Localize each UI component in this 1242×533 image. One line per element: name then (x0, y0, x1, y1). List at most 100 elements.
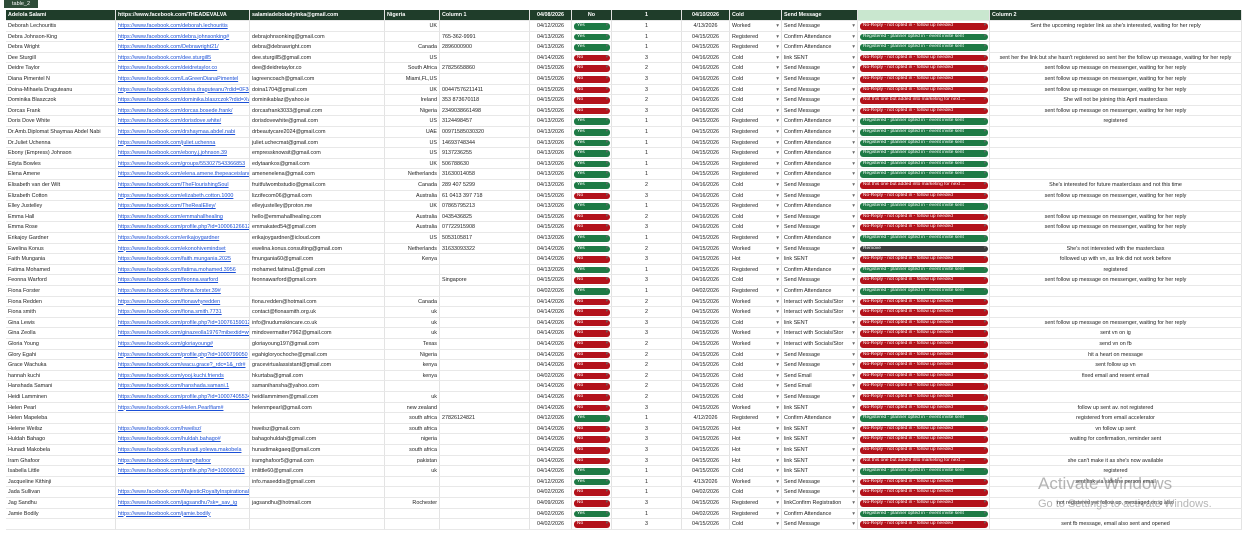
status[interactable]: Cold (730, 381, 782, 392)
status[interactable]: Cold (730, 63, 782, 74)
opted-pill[interactable]: Yes (574, 510, 610, 518)
pipeline-pill[interactable]: Not this one but added into marketing fo… (860, 97, 988, 104)
sheet-tab[interactable]: table_2 (4, 0, 39, 8)
pipeline-pill[interactable]: Registered - planner opted in - event in… (860, 203, 988, 210)
status[interactable]: Registered (730, 413, 782, 424)
action[interactable]: Send Message (782, 105, 858, 117)
facebook-url[interactable]: https://www.facebook.com/groups/55302754… (116, 158, 250, 170)
opted-pill[interactable]: No (574, 54, 610, 62)
pipeline-pill[interactable]: No-Reply - not opted in - follow up need… (860, 394, 988, 401)
facebook-url[interactable]: https://www.facebook.com/dominika.blaszc… (116, 95, 250, 106)
status[interactable]: Cold (730, 466, 782, 477)
pipeline-pill[interactable]: No-Reply - not opted in - follow up need… (860, 372, 988, 380)
status[interactable]: Registered (730, 148, 782, 159)
status[interactable]: Worked (730, 476, 782, 488)
opted-pill[interactable]: Yes (574, 266, 610, 274)
opted-pill[interactable]: No (574, 224, 610, 231)
action[interactable]: Send Message (782, 222, 858, 233)
facebook-url[interactable]: https://www.facebook.com/elena.amene.the… (116, 169, 250, 180)
status[interactable]: Hot (730, 455, 782, 467)
pipeline-pill[interactable]: Registered - planner opted in - event in… (860, 150, 988, 157)
action[interactable]: Send Message (782, 84, 858, 96)
action[interactable]: Send Message (782, 476, 858, 488)
facebook-url[interactable]: https://www.facebook.com/Helen.Pearlfiam… (116, 402, 250, 414)
action[interactable]: Confirm Attendance (782, 42, 858, 53)
header-opted[interactable]: No (572, 10, 612, 21)
opted-pill[interactable]: No (574, 309, 610, 316)
pipeline-pill[interactable]: No-Reply - not opted in - follow up need… (860, 478, 988, 486)
opted-pill[interactable]: Yes (574, 118, 610, 125)
facebook-url[interactable]: https://www.facebook.com/fionawhyredden (116, 296, 250, 308)
header-comment[interactable]: Column 2 (990, 10, 1242, 21)
status[interactable]: Registered (730, 286, 782, 297)
action[interactable]: Confirm Attendance (782, 127, 858, 138)
opted-pill[interactable]: Yes (574, 160, 610, 168)
header-facebook-url[interactable]: https://www.facebook.com/THEADEVALVA (116, 10, 250, 21)
status[interactable]: Registered (730, 127, 782, 138)
opted-pill[interactable]: No (574, 76, 610, 83)
action[interactable]: Send Message (782, 349, 858, 361)
opted-pill[interactable]: No (574, 362, 610, 369)
opted-pill[interactable]: No (574, 394, 610, 401)
pipeline-pill[interactable]: Registered - planner opted in - event in… (860, 44, 988, 51)
status[interactable]: Worked (730, 339, 782, 350)
facebook-url[interactable] (116, 476, 250, 488)
status[interactable]: Worked (730, 307, 782, 318)
pipeline-pill[interactable]: No-Reply - not opted in - follow up need… (860, 224, 988, 231)
facebook-url[interactable]: https://www.facebook.com/TheFlourishingS… (116, 180, 250, 191)
opted-pill[interactable]: No (574, 213, 610, 221)
status[interactable]: Worked (730, 402, 782, 414)
opted-pill[interactable]: Yes (574, 23, 610, 30)
header-status[interactable]: Cold (730, 10, 782, 21)
status[interactable]: Registered (730, 508, 782, 520)
status[interactable]: Registered (730, 42, 782, 53)
status[interactable]: Cold (730, 222, 782, 233)
action[interactable]: Send Message (782, 190, 858, 202)
facebook-url[interactable]: https://www.facebook.com/LaGreenDianaPim… (116, 74, 250, 85)
pipeline-pill[interactable]: No-Reply - not opted in - follow up need… (860, 319, 988, 327)
facebook-url[interactable]: https://www.facebook.com/gloriayoung# (116, 339, 250, 350)
opted-pill[interactable]: No (574, 97, 610, 104)
action[interactable]: Send Message (782, 180, 858, 191)
facebook-url[interactable]: https://www.facebook.com/ekonohivemindse… (116, 243, 250, 255)
status[interactable]: Hot (730, 254, 782, 265)
opted-pill[interactable]: Yes (574, 44, 610, 51)
opted-pill[interactable]: No (574, 65, 610, 72)
opted-pill[interactable]: Yes (574, 33, 610, 41)
status[interactable]: Registered (730, 233, 782, 244)
action[interactable]: Send Email (782, 370, 858, 382)
facebook-url[interactable]: https://www.facebook.com/doina.dragutean… (116, 84, 250, 96)
facebook-url[interactable]: https://www.facebook.com/dorisdove.white… (116, 116, 250, 127)
status[interactable]: Registered (730, 116, 782, 127)
status[interactable]: Registered (730, 264, 782, 276)
opted-pill[interactable]: No (574, 372, 610, 380)
status[interactable]: Registered (730, 201, 782, 212)
action[interactable]: Confirm Attendance (782, 31, 858, 43)
opted-pill[interactable]: No (574, 351, 610, 359)
opted-pill[interactable]: No (574, 107, 610, 115)
action[interactable]: Send Message (782, 392, 858, 403)
pipeline-pill[interactable]: No-Reply - not opted in - follow up need… (860, 192, 988, 200)
facebook-url[interactable]: https://www.facebook.com/jamie.bodily (116, 508, 250, 520)
status[interactable]: Hot (730, 445, 782, 456)
opted-pill[interactable]: No (574, 447, 610, 454)
action[interactable]: Confirm Attendance (782, 233, 858, 244)
opted-pill[interactable]: Yes (574, 235, 610, 242)
action[interactable]: link SENT (782, 455, 858, 467)
opted-pill[interactable]: Yes (574, 150, 610, 157)
action[interactable]: Confirm Attendance (782, 137, 858, 149)
opted-pill[interactable]: No (574, 457, 610, 465)
action[interactable]: link SENT (782, 434, 858, 445)
facebook-url[interactable]: https://www.facebook.com/profile.php?id=… (116, 317, 250, 329)
pipeline-pill[interactable]: Registered - planner opted in - event in… (860, 468, 988, 475)
pipeline-pill[interactable]: Registered - planner opted in - event in… (860, 118, 988, 125)
pipeline-pill[interactable]: No-Reply - not opted in - follow up need… (860, 404, 988, 412)
status[interactable]: Cold (730, 487, 782, 498)
opted-pill[interactable]: Yes (574, 288, 610, 295)
status[interactable]: Cold (730, 95, 782, 106)
status[interactable]: Cold (730, 370, 782, 382)
pipeline-pill[interactable]: Registered - planner opted in - event in… (860, 288, 988, 295)
facebook-url[interactable]: https://www.facebook.com/jagsandhu?sk=_s… (116, 498, 250, 509)
opted-pill[interactable]: No (574, 86, 610, 94)
pipeline-pill[interactable]: No-Reply - not opted in - follow up need… (860, 447, 988, 454)
